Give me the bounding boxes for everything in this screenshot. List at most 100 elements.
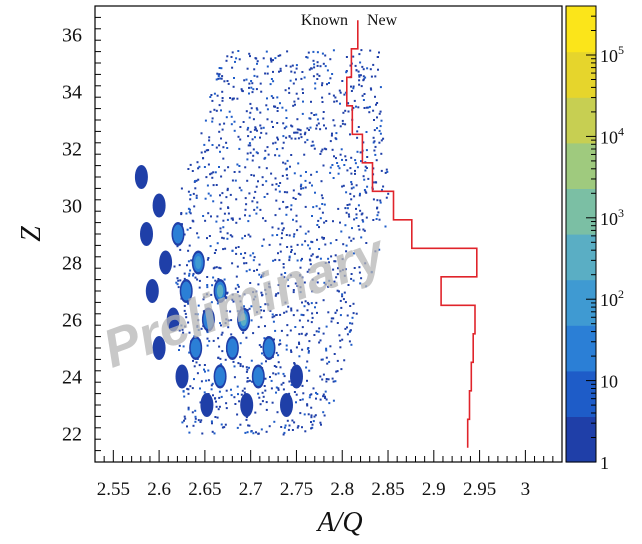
scatter-point [248,86,250,89]
scatter-point [216,302,219,305]
scatter-point [325,380,328,383]
scatter-point [355,217,358,219]
scatter-point [209,96,212,98]
scatter-point [282,122,285,125]
scatter-point [297,162,300,165]
scatter-point [270,60,273,63]
scatter-point [334,380,337,383]
scatter-point [380,152,383,155]
scatter-point [328,92,331,95]
scatter-point [387,192,390,195]
scatter-point [322,237,325,240]
scatter-point [293,363,296,365]
scatter-point [307,51,310,54]
scatter-point [214,249,217,252]
scatter-point [366,185,369,188]
scatter-point [323,221,326,224]
colorbar-tick-label: 104 [600,124,624,147]
scatter-point [375,181,378,184]
scatter-point [298,355,301,358]
x-axis: 2.55 2.6 2.65 2.7 2.75 2.8 2.85 2.9 2.95 3 [94,450,563,500]
colorbar-segment [566,325,596,372]
scatter-point [177,279,180,282]
scatter-point [274,57,277,60]
scatter-point [332,49,335,52]
scatter-point [337,207,340,210]
scatter-point [325,378,328,380]
scatter-point [295,78,297,81]
scatter-point [297,97,300,100]
scatter-point [318,207,321,210]
scatter-point [219,150,221,153]
scatter-point [268,243,271,246]
scatter-point [351,227,353,230]
scatter-point [255,88,258,91]
scatter-point [339,314,342,317]
scatter-point [213,108,216,111]
scatter-point [372,109,375,112]
scatter-point [248,379,251,382]
scatter-point [235,198,238,201]
scatter-point [237,50,240,52]
scatter-point [286,50,289,53]
scatter-point [310,173,313,176]
scatter-point [362,99,365,101]
scatter-point [286,206,289,208]
scatter-point [214,416,217,418]
scatter-point [367,177,370,180]
scatter-point [386,170,389,173]
scatter-point [367,106,370,109]
scatter-point [243,293,246,296]
scatter-point [194,187,197,190]
scatter-point [307,350,310,353]
heatmap-layer [134,49,390,436]
scatter-point [246,152,249,155]
scatter-point [329,58,332,61]
scatter-point [372,219,375,221]
scatter-point [292,196,295,199]
isotope-blob [280,393,293,417]
scatter-point [194,409,197,412]
scatter-point [262,238,265,241]
scatter-point [313,63,316,66]
scatter-point [243,79,246,82]
scatter-point [261,352,263,355]
scatter-point [254,411,257,414]
scatter-point [299,291,302,294]
isotope-blob [134,165,148,189]
scatter-point [220,67,223,70]
scatter-point [337,267,339,270]
scatter-point [238,295,241,298]
scatter-point [246,431,249,434]
scatter-point [315,113,318,116]
scatter-point [345,159,348,162]
scatter-point [231,298,234,301]
scatter-point [281,222,284,225]
scatter-point [211,176,214,179]
scatter-point [352,312,355,315]
scatter-point [277,252,279,255]
scatter-point [248,116,251,119]
scatter-point [339,125,342,128]
scatter-point [341,295,344,298]
scatter-point [277,361,280,364]
scatter-point [352,87,355,90]
scatter-point [294,282,297,285]
scatter-point [252,332,255,335]
scatter-point [298,274,301,277]
scatter-point [306,404,309,407]
scatter-point [224,358,227,361]
scatter-point [270,58,272,61]
scatter-point [288,87,290,90]
scatter-point [329,140,332,143]
scatter-point [308,369,311,372]
scatter-point [216,94,219,97]
scatter-point [236,413,239,416]
scatter-point [301,257,303,260]
scatter-point [320,358,323,361]
scatter-point [347,284,350,286]
scatter-point [219,357,222,360]
scatter-point [281,232,283,235]
scatter-point [346,169,349,172]
scatter-point [195,179,198,182]
